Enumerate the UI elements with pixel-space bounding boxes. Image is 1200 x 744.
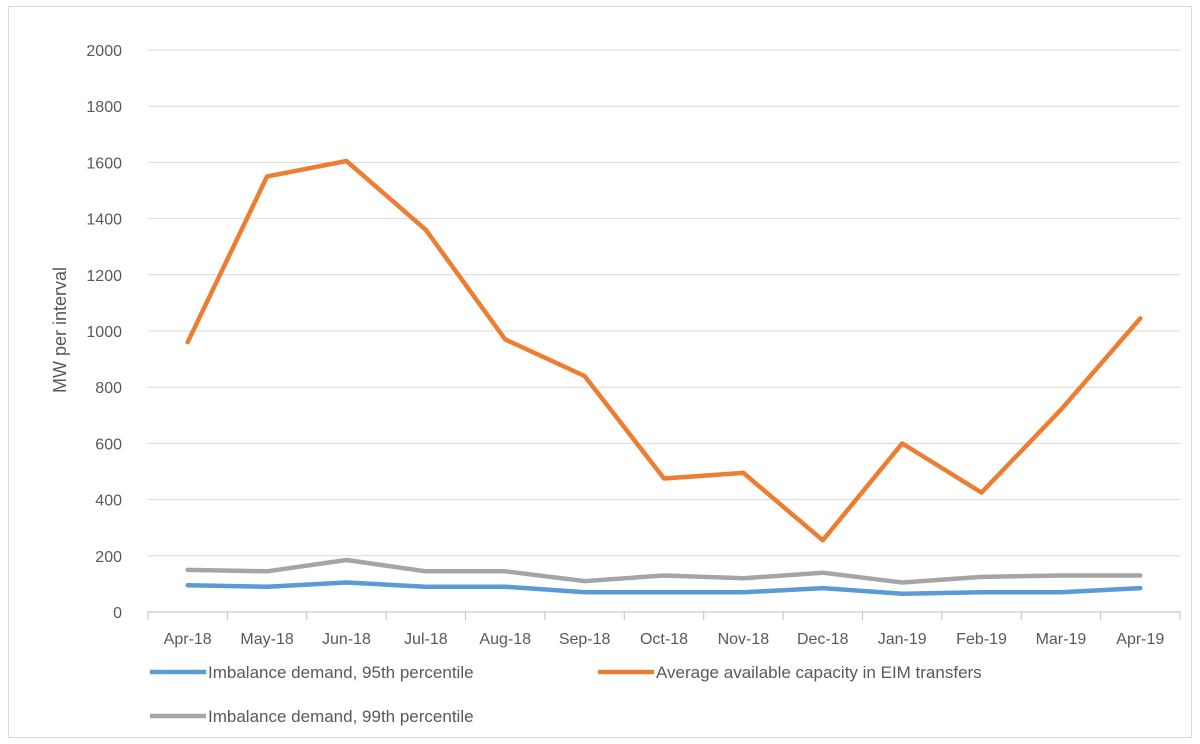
- x-tick-label: Jul-18: [404, 631, 448, 648]
- y-tick-label: 400: [95, 493, 122, 510]
- x-tick-label: Sep-18: [559, 631, 611, 648]
- y-tick-label: 600: [95, 436, 122, 453]
- y-tick-label: 1200: [86, 268, 122, 285]
- x-tick-label: Feb-19: [956, 631, 1007, 648]
- series-lines: [185, 158, 1143, 596]
- y-tick-label: 800: [95, 380, 122, 397]
- y-tick-label: 1000: [86, 324, 122, 341]
- series-line-3: [185, 557, 1143, 585]
- y-tick-label: 1600: [86, 155, 122, 172]
- x-tick-label: Dec-18: [797, 631, 849, 648]
- x-tick-label: Apr-18: [164, 631, 212, 648]
- series-line-2: [185, 158, 1143, 543]
- legend-label: Average available capacity in EIM transf…: [656, 663, 982, 682]
- y-axis-ticks: 0 200 400 600 800 1000 1200 1400 1600 1800 2000: [86, 43, 122, 622]
- y-tick-label: 2000: [86, 43, 122, 60]
- y-tick-label: 1800: [86, 99, 122, 116]
- y-tick-label: 1400: [86, 212, 122, 229]
- gridlines: [148, 49, 1180, 557]
- chart-frame: [8, 6, 1192, 738]
- x-tick-label: Jun-18: [322, 631, 371, 648]
- x-tick-label: Oct-18: [640, 631, 688, 648]
- x-tick-label: Aug-18: [479, 631, 531, 648]
- legend-label: Imbalance demand, 99th percentile: [208, 707, 474, 726]
- y-axis-label: MW per interval: [50, 267, 70, 393]
- legend: Imbalance demand, 95th percentile Average…: [150, 663, 982, 726]
- x-tick-label: Apr-19: [1116, 631, 1164, 648]
- x-tick-label: Mar-19: [1036, 631, 1087, 648]
- y-tick-label: 200: [95, 549, 122, 566]
- legend-label: Imbalance demand, 95th percentile: [208, 663, 474, 682]
- y-tick-label: 0: [113, 605, 122, 622]
- x-axis: Apr-18 May-18 Jun-18 Jul-18 Aug-18 Sep-18 Oct-…: [147, 611, 1181, 648]
- series-line-1: [185, 580, 1143, 596]
- x-tick-label: Nov-18: [718, 631, 770, 648]
- x-tick-label: May-18: [240, 631, 293, 648]
- x-tick-label: Jan-19: [878, 631, 927, 648]
